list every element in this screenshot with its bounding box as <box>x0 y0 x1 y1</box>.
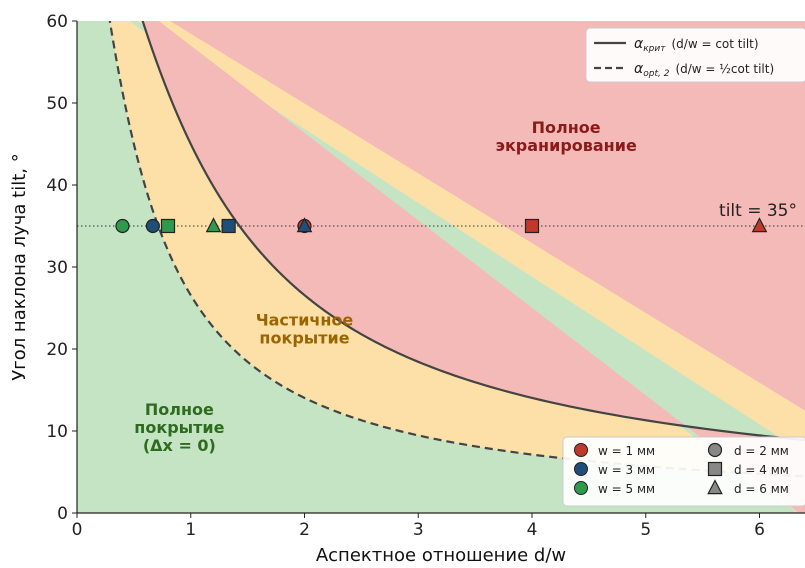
y-tick-label-3: 30 <box>46 258 68 278</box>
legend-color-label-1: w = 3 мм <box>598 463 655 477</box>
x-tick-label-0: 0 <box>72 520 83 540</box>
legend-color-label-0: w = 1 мм <box>598 444 655 458</box>
region-label-2-1: экранирование <box>495 136 636 155</box>
region-label-0-0: Полное <box>145 400 214 419</box>
data-point-4 <box>221 218 236 234</box>
region-label-1-0: Частичное <box>256 311 354 330</box>
x-axis-title: Аспектное отношение d/w <box>316 545 566 566</box>
legend-color-swatch-1 <box>574 462 588 476</box>
data-point-0 <box>115 218 130 234</box>
y-tick-label-1: 10 <box>46 422 68 442</box>
x-tick-label-2: 2 <box>299 520 310 540</box>
curve-alpha-opt2 <box>108 21 805 478</box>
legend-curves: αкрит (d/w = cot tilt) αopt, 2 (d/w = ½cot … <box>585 27 805 83</box>
region-label-0-2: (Δx = 0) <box>143 436 216 455</box>
legend-shape-swatch-2 <box>707 479 723 495</box>
data-point-2 <box>160 218 176 234</box>
x-tick-label-4: 4 <box>527 520 538 540</box>
y-tick-label-0: 0 <box>57 504 68 524</box>
legend-shape-label-1: d = 4 мм <box>734 463 789 477</box>
legend-curve-label-0: αкрит (d/w = cot tilt) <box>634 36 759 54</box>
y-tick-label-6: 60 <box>46 12 68 32</box>
legend-shape-label-2: d = 6 мм <box>734 482 789 496</box>
legend-curves-box <box>585 27 805 83</box>
region-label-1-1: покрытие <box>259 329 349 348</box>
legend-color-swatch-2 <box>574 481 588 495</box>
data-point-1 <box>145 218 160 234</box>
x-tick-label-6: 6 <box>754 520 765 540</box>
legend-color-swatch-0 <box>574 443 588 457</box>
data-point-8 <box>751 217 768 233</box>
region-label-2-0: Полное <box>532 118 601 137</box>
y-tick-label-4: 40 <box>46 176 68 196</box>
legend-shape-swatch-1 <box>707 461 723 477</box>
legend-curve-label-1: αopt, 2 (d/w = ½cot tilt) <box>634 61 774 79</box>
legend-color-label-2: w = 5 мм <box>598 482 655 496</box>
y-axis-title: Угол наклона луча tilt, ° <box>9 153 30 380</box>
y-tick-label-2: 20 <box>46 340 68 360</box>
x-tick-label-1: 1 <box>185 520 196 540</box>
region-label-0-1: покрытие <box>134 418 224 437</box>
reference-line-label: tilt = 35° <box>719 201 797 221</box>
x-tick-label-5: 5 <box>640 520 651 540</box>
plot-area <box>77 21 805 513</box>
y-tick-label-5: 50 <box>46 94 68 114</box>
legend-markers: w = 1 мм w = 3 мм w = 5 мм d = 2 мм d = 4 мм… <box>562 436 805 507</box>
data-point-6 <box>296 217 313 233</box>
curve-alpha-crit <box>141 21 805 442</box>
x-tick-label-3: 3 <box>413 520 424 540</box>
region-full-shading <box>142 21 805 513</box>
data-point-7 <box>524 218 540 234</box>
legend-shape-swatch-0 <box>707 442 723 458</box>
legend-shape-label-0: d = 2 мм <box>734 444 789 458</box>
data-point-3 <box>205 217 222 233</box>
legend-markers-box <box>562 436 805 507</box>
